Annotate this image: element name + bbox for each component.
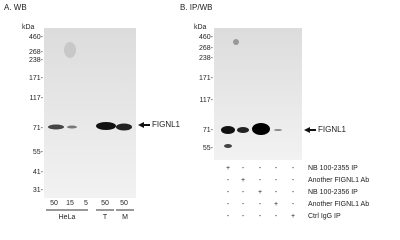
sign: - <box>275 189 278 196</box>
sign: - <box>227 201 230 208</box>
panel-label: B. IP/WB <box>180 3 212 12</box>
band <box>274 129 282 131</box>
arrow <box>304 127 316 133</box>
lane-label: 50 <box>50 200 58 207</box>
unit-label: kDa <box>22 24 35 31</box>
row-label: Ctrl IgG IP <box>308 213 341 220</box>
marker-label: 268- <box>199 45 214 52</box>
arrow <box>138 122 150 128</box>
smear <box>64 42 76 58</box>
row-label: Another FIGNL1 Ab <box>308 201 369 208</box>
band <box>224 144 232 148</box>
marker-label: 41- <box>33 169 44 176</box>
sign: - <box>242 213 245 220</box>
panel-label: A. WB <box>4 3 27 12</box>
blot-a <box>44 28 136 198</box>
unit-label: kDa <box>194 24 207 31</box>
band <box>252 123 270 135</box>
sign: - <box>242 189 245 196</box>
marker-label: 268- <box>29 49 44 56</box>
sign: - <box>259 201 262 208</box>
marker-label: 238- <box>199 55 214 62</box>
target-label: FIGNL1 <box>318 125 347 134</box>
row-label: NB 100-2355 IP <box>308 165 358 172</box>
group-label: HeLa <box>59 214 76 221</box>
sign: - <box>292 177 295 184</box>
lane-label: 50 <box>101 200 109 207</box>
band <box>67 125 77 129</box>
group-label: T <box>103 214 108 221</box>
marker-label: 117- <box>30 95 44 102</box>
band <box>237 127 249 133</box>
band <box>221 126 235 134</box>
marker-label: 55- <box>203 145 214 152</box>
lane-label: 5 <box>84 200 88 207</box>
group-label: M <box>122 214 128 221</box>
band <box>96 122 116 130</box>
marker-label: 117- <box>200 97 214 104</box>
marker-label: 71- <box>33 125 44 132</box>
marker-label: 460- <box>199 34 214 41</box>
band <box>48 124 64 130</box>
lane-label: 15 <box>66 200 74 207</box>
sign: - <box>227 177 230 184</box>
sign: - <box>275 213 278 220</box>
sign: - <box>227 213 230 220</box>
row-label: Another FIGNL1 Ab <box>308 177 369 184</box>
sign: - <box>292 189 295 196</box>
sign: - <box>275 177 278 184</box>
marker-label: 55- <box>33 149 44 156</box>
marker-label: 460- <box>29 34 44 41</box>
sign: - <box>292 165 295 172</box>
lane-label: 50 <box>120 200 128 207</box>
figure: A. WBkDa460-268-238-171-117-71-55-41-31-… <box>4 3 369 221</box>
sign: - <box>275 165 278 172</box>
sign: + <box>258 189 262 196</box>
marker-label: 171- <box>199 75 214 82</box>
target-label: FIGNL1 <box>152 120 181 129</box>
marker-label: 31- <box>33 187 44 194</box>
sign: + <box>241 177 245 184</box>
sign: + <box>226 165 230 172</box>
band <box>116 123 132 131</box>
blot-b <box>214 28 302 160</box>
sign: - <box>259 165 262 172</box>
sign: - <box>227 189 230 196</box>
marker-label: 238- <box>29 57 44 64</box>
sign: - <box>259 213 262 220</box>
sign: - <box>259 177 262 184</box>
sign: - <box>242 201 245 208</box>
sign: + <box>291 213 295 220</box>
row-label: NB 100-2356 IP <box>308 189 358 196</box>
marker-label: 171- <box>29 75 44 82</box>
marker-label: 71- <box>203 127 214 134</box>
spot <box>233 39 239 45</box>
sign: - <box>292 201 295 208</box>
sign: + <box>274 201 278 208</box>
sign: - <box>242 165 245 172</box>
